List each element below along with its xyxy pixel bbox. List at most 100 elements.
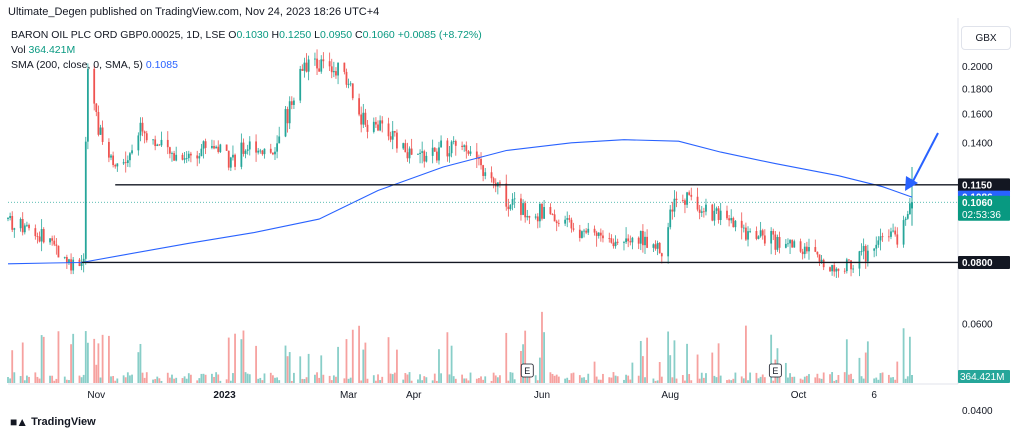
volume-bar (702, 377, 705, 383)
volume-bar (303, 379, 306, 383)
candle-body (213, 146, 215, 149)
price-tick-label: 0.0400 (962, 406, 993, 417)
volume-bar (660, 376, 663, 383)
volume-bar (616, 376, 619, 383)
candle-body (55, 244, 58, 246)
volume-bar (200, 373, 203, 383)
candle-body (377, 124, 379, 131)
currency-button[interactable]: GBX (961, 26, 1011, 50)
candle-body (749, 230, 752, 232)
candle-body (860, 251, 863, 253)
volume-bar (568, 379, 571, 383)
candle-body (522, 203, 524, 215)
symbol-legend[interactable]: BARON OIL PLC ORD GBP0.00025, 1D, LSE O0… (11, 28, 482, 42)
volume-bar (732, 378, 735, 383)
candle-body (21, 218, 24, 233)
ohlc-change: +0.0085 (+8.72%) (397, 29, 482, 41)
sma-legend[interactable]: SMA (200, close, 0, SMA, 5) 0.1085 (11, 58, 178, 72)
volume-bar (82, 374, 85, 383)
volume-bar (51, 375, 54, 383)
volume-bar (181, 378, 184, 383)
volume-bar (734, 372, 737, 383)
candle-body (829, 267, 831, 272)
candle-body (330, 66, 333, 73)
volume-bar (80, 377, 83, 383)
candle-body (566, 218, 569, 220)
volume-bar (526, 377, 529, 383)
candle-body (507, 206, 510, 210)
volume-bar (837, 374, 840, 383)
volume-bar (461, 374, 464, 383)
candle-body (450, 141, 453, 154)
volume-bar (175, 377, 178, 383)
volume-bar (387, 337, 390, 383)
candle-body (320, 59, 323, 72)
candle-body (290, 101, 293, 105)
volume-legend[interactable]: Vol 364.421M (11, 43, 75, 57)
candle-body (711, 204, 714, 221)
candle-body (40, 229, 43, 242)
candle-body (581, 231, 583, 238)
volume-bar (154, 379, 157, 383)
candle-body (610, 238, 613, 243)
volume-bar (183, 376, 186, 383)
volume-bar (818, 378, 821, 383)
earnings-marker: E (768, 363, 782, 378)
volume-bar (593, 361, 596, 383)
candle-body (375, 121, 377, 125)
volume-bar (759, 376, 762, 383)
volume-bar (667, 331, 670, 383)
candle-body (278, 136, 281, 144)
candle-body (84, 141, 87, 259)
volume-bar (784, 362, 787, 383)
volume-bar (858, 357, 861, 383)
candle-body (908, 203, 911, 215)
candle-body (286, 109, 289, 124)
volume-bar (681, 375, 684, 383)
candle-body (625, 238, 627, 243)
volume-bar (305, 377, 308, 383)
candle-body (274, 151, 276, 155)
candle-body (835, 268, 838, 272)
volume-bar (801, 379, 804, 383)
candle-body (524, 203, 527, 218)
candle-body (259, 150, 262, 152)
ohlc-values: O0.1030 H0.1250 L0.0950 C0.1060 +0.0085 … (228, 29, 481, 41)
candle-body (190, 153, 192, 156)
volume-bar (557, 376, 560, 383)
volume-bar (873, 378, 876, 383)
volume-bar (595, 376, 598, 383)
candle-body (408, 148, 411, 159)
volume-bar (139, 343, 142, 383)
candle-body (480, 158, 482, 166)
volume-bar (875, 377, 878, 383)
candle-body (520, 198, 522, 215)
candle-body (255, 141, 257, 153)
volume-bar (293, 372, 295, 383)
candle-body (93, 68, 96, 104)
candle-body (263, 148, 266, 155)
candle-body (852, 268, 855, 270)
volume-bar (112, 376, 115, 383)
candle-body (448, 153, 451, 157)
tradingview-logo[interactable]: ■▲ TradingView (10, 415, 96, 429)
ohlc-high-label: H (271, 29, 280, 41)
candle-body (818, 254, 821, 262)
candle-body (202, 141, 205, 149)
candle-body (454, 141, 457, 146)
sma-200-line (7, 139, 913, 265)
candle-body (688, 192, 691, 195)
volume-bar (599, 379, 602, 383)
candle-body (669, 209, 672, 228)
candle-body (187, 153, 190, 159)
volume-bar (581, 377, 583, 383)
volume-bar (763, 377, 766, 383)
volume-bar (816, 373, 819, 383)
volume-bar (196, 380, 199, 383)
candle-body (322, 59, 325, 62)
volume-bar (219, 380, 222, 383)
volume-bar (642, 356, 644, 383)
candle-body (803, 246, 806, 255)
volume-bar (719, 375, 722, 383)
